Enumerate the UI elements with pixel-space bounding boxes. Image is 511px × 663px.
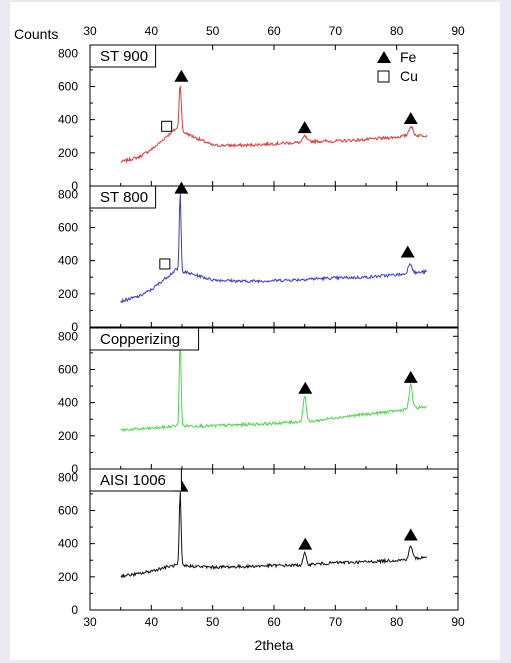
panel-2-y-tick-label: 800 bbox=[58, 187, 78, 201]
panel-4-y-tick-label: 0 bbox=[71, 603, 78, 617]
x-tick-label-top: 80 bbox=[390, 24, 404, 38]
panel-2-cu-marker bbox=[159, 258, 171, 270]
panel-1-fe-marker bbox=[297, 121, 312, 134]
panel-4-fe-marker bbox=[298, 537, 313, 550]
x-tick-label: 30 bbox=[83, 615, 97, 629]
panel-4-y-tick-label: 600 bbox=[58, 503, 78, 517]
x-tick-label-top: 40 bbox=[145, 24, 159, 38]
panel-4-fe-marker bbox=[403, 528, 418, 541]
x-tick-label: 60 bbox=[267, 615, 281, 629]
x-tick-label: 70 bbox=[329, 615, 343, 629]
panel-1-y-tick-label: 0 bbox=[71, 179, 78, 193]
panel-1-fe-marker bbox=[403, 111, 418, 124]
x-tick-label-top: 70 bbox=[329, 24, 343, 38]
panel-4-y-tick-label: 200 bbox=[58, 570, 78, 584]
y-axis-title: Counts bbox=[14, 26, 58, 42]
panel-1-label-box bbox=[89, 44, 157, 68]
chart-frame: 0 200 400 600 800 ST 900 0 200 400 600 800 ST 800 0 2… bbox=[10, 2, 500, 660]
panel-3-y-tick-label: 200 bbox=[58, 429, 78, 443]
panel-1-y-tick-label: 400 bbox=[58, 113, 78, 127]
panel-2-fe-marker bbox=[174, 181, 189, 194]
panel-1-label: ST 900 bbox=[100, 48, 148, 65]
panel-3-y-tick-label: 400 bbox=[58, 396, 78, 410]
panel-2-y-tick-label: 0 bbox=[71, 320, 78, 334]
panel-3-fe-marker bbox=[298, 381, 313, 394]
x-tick-label: 90 bbox=[451, 615, 465, 629]
panel-2-fe-marker bbox=[400, 245, 415, 258]
panel-3-y-tick-label: 0 bbox=[71, 462, 78, 476]
panel-1-cu-marker bbox=[161, 120, 173, 132]
panel-3-y-tick-label: 800 bbox=[58, 329, 78, 343]
x-tick-label: 40 bbox=[145, 615, 159, 629]
panel-2-y-tick-label: 400 bbox=[58, 254, 78, 268]
x-axis-title: 2theta bbox=[255, 637, 294, 653]
panel-2-y-tick-label: 600 bbox=[58, 220, 78, 234]
x-tick-label-top: 50 bbox=[206, 24, 220, 38]
panel-1-y-tick-label: 200 bbox=[58, 146, 78, 160]
panel-4-label: AISI 1006 bbox=[100, 472, 166, 489]
panel-2-label-box bbox=[89, 185, 157, 209]
legend-label: Fe bbox=[400, 49, 417, 65]
legend-cu-marker bbox=[377, 70, 390, 83]
panel-3-fe-marker bbox=[403, 370, 418, 383]
panel-3-label-box bbox=[89, 327, 200, 351]
panel-4-y-tick-label: 400 bbox=[58, 537, 78, 551]
legend-fe-marker bbox=[377, 51, 391, 63]
x-tick-label-top: 30 bbox=[83, 24, 97, 38]
panel-1-y-tick-label: 800 bbox=[58, 46, 78, 60]
x-tick-label: 80 bbox=[390, 615, 404, 629]
panel-2-series-line bbox=[120, 193, 428, 304]
panel-1-y-tick-label: 600 bbox=[58, 79, 78, 93]
panel-3-series-line bbox=[120, 337, 427, 433]
x-tick-label-top: 90 bbox=[451, 24, 465, 38]
panel-3-y-tick-label: 600 bbox=[58, 362, 78, 376]
panel-2-y-tick-label: 200 bbox=[58, 287, 78, 301]
panel-4-label-box bbox=[89, 468, 182, 492]
x-tick-label: 50 bbox=[206, 615, 220, 629]
x-tick-label-top: 60 bbox=[267, 24, 281, 38]
legend-label: Cu bbox=[400, 68, 418, 84]
panel-4-y-tick-label: 800 bbox=[58, 470, 78, 484]
panel-4-series-line bbox=[120, 491, 428, 579]
panel-1-fe-marker bbox=[174, 69, 189, 82]
panel-3-label: Copperizing bbox=[100, 331, 180, 348]
panel-2-label: ST 800 bbox=[100, 189, 148, 206]
